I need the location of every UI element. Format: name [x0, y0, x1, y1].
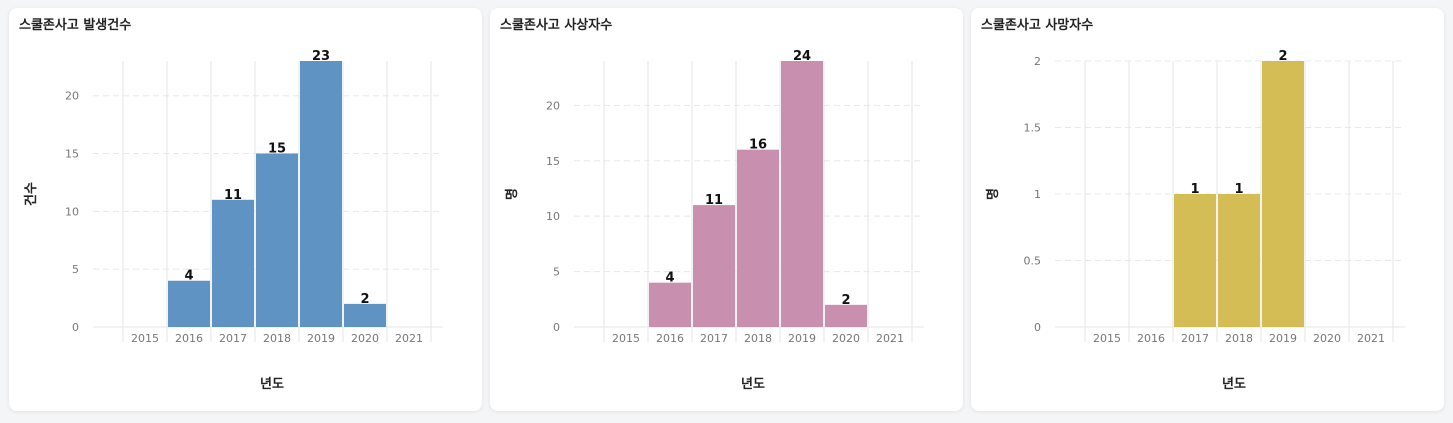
bar	[1262, 61, 1304, 327]
y-tick-label: 2	[1034, 55, 1041, 68]
x-tick-label: 2020	[1313, 332, 1341, 345]
bar	[300, 61, 342, 327]
data-label: 24	[793, 49, 811, 64]
data-label: 2	[841, 293, 850, 308]
y-tick-label: 10	[65, 205, 79, 218]
y-tick-label: 1	[1034, 188, 1041, 201]
chart-fatalities: 0 0.5 1 1.5 2 1 1 2 2015 2016 2017 2018 2019 2020 2021…	[985, 49, 1405, 392]
y-tick-label: 10	[546, 210, 560, 223]
data-label: 2	[1278, 49, 1287, 64]
x-tick-label: 2016	[656, 332, 684, 345]
bar	[168, 280, 210, 327]
bar	[212, 199, 254, 327]
y-tick-label: 20	[65, 90, 79, 103]
x-tick-label: 2019	[1269, 332, 1297, 345]
x-tick-label: 2020	[351, 332, 379, 345]
bar	[781, 61, 823, 327]
x-tick-label: 2021	[876, 332, 904, 345]
chart-card-incidents: 스쿨존사고 발생건수 0 5 10 15 20 4 11 15 23 2 2015 2016 2017 2…	[9, 8, 482, 411]
x-tick-label: 2015	[612, 332, 640, 345]
x-tick-label: 2021	[1357, 332, 1385, 345]
data-label: 23	[312, 49, 330, 64]
x-tick-label: 2017	[219, 332, 247, 345]
data-label: 4	[665, 271, 674, 286]
bar	[693, 205, 735, 327]
y-tick-label: 5	[72, 263, 79, 276]
x-axis-title: 년도	[741, 377, 765, 392]
x-tick-label: 2018	[263, 332, 291, 345]
x-tick-label: 2015	[1093, 332, 1121, 345]
bar	[344, 303, 386, 327]
y-tick-label: 0.5	[1024, 255, 1042, 268]
x-tick-label: 2016	[1137, 332, 1165, 345]
data-label: 1	[1190, 182, 1199, 197]
y-tick-label: 15	[546, 155, 560, 168]
x-tick-label: 2016	[175, 332, 203, 345]
x-tick-label: 2017	[1181, 332, 1209, 345]
x-tick-label: 2015	[131, 332, 159, 345]
bar	[1218, 194, 1260, 327]
y-axis-title: 명	[504, 188, 520, 200]
x-tick-label: 2019	[788, 332, 816, 345]
y-tick-label: 0	[553, 321, 560, 334]
data-label: 2	[360, 292, 369, 307]
x-tick-label: 2018	[744, 332, 772, 345]
y-tick-label: 15	[65, 148, 79, 161]
data-label: 15	[268, 142, 286, 157]
bar	[1174, 194, 1216, 327]
y-tick-label: 0	[1034, 321, 1041, 334]
data-label: 16	[749, 138, 767, 153]
chart-incidents: 0 5 10 15 20 4 11 15 23 2 2015 2016 2017 2018 2019 2020…	[23, 49, 443, 392]
y-tick-label: 20	[546, 99, 560, 112]
y-axis-title: 건수	[23, 182, 39, 206]
bar	[737, 149, 779, 327]
data-label: 11	[224, 188, 242, 203]
y-tick-label: 5	[553, 266, 560, 279]
x-tick-label: 2017	[700, 332, 728, 345]
bar	[649, 282, 691, 327]
data-label: 11	[705, 193, 723, 208]
chart-title: 스쿨존사고 발생건수	[19, 18, 132, 33]
chart-card-casualties: 스쿨존사고 사상자수 0 5 10 15 20 4 11 16 24 2 2015 2016 2017 2…	[490, 8, 963, 411]
chart-casualties: 0 5 10 15 20 4 11 16 24 2 2015 2016 2017 2018 2019 2020…	[504, 49, 924, 392]
chart-title: 스쿨존사고 사상자수	[500, 18, 613, 33]
x-axis-title: 년도	[1222, 377, 1246, 392]
bar	[256, 153, 298, 327]
x-tick-label: 2021	[395, 332, 423, 345]
x-tick-label: 2018	[1225, 332, 1253, 345]
x-axis-title: 년도	[260, 377, 284, 392]
data-label: 4	[184, 269, 193, 284]
chart-card-fatalities: 스쿨존사고 사망자수 0 0.5 1 1.5 2 1 1 2 2015 2016 2017 2018 2…	[971, 8, 1444, 411]
y-tick-label: 1.5	[1024, 122, 1042, 135]
y-axis-title: 명	[985, 188, 1001, 200]
x-tick-label: 2019	[307, 332, 335, 345]
y-tick-label: 0	[72, 321, 79, 334]
data-label: 1	[1234, 182, 1243, 197]
x-tick-label: 2020	[832, 332, 860, 345]
bar	[825, 304, 867, 327]
chart-title: 스쿨존사고 사망자수	[981, 18, 1094, 33]
